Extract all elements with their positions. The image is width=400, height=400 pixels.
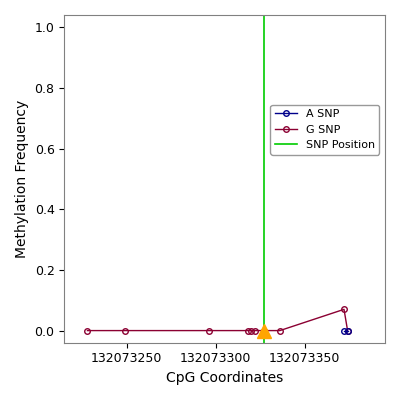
Legend: A SNP, G SNP, SNP Position: A SNP, G SNP, SNP Position xyxy=(270,105,380,155)
X-axis label: CpG Coordinates: CpG Coordinates xyxy=(166,371,283,385)
Y-axis label: Methylation Frequency: Methylation Frequency xyxy=(15,100,29,258)
